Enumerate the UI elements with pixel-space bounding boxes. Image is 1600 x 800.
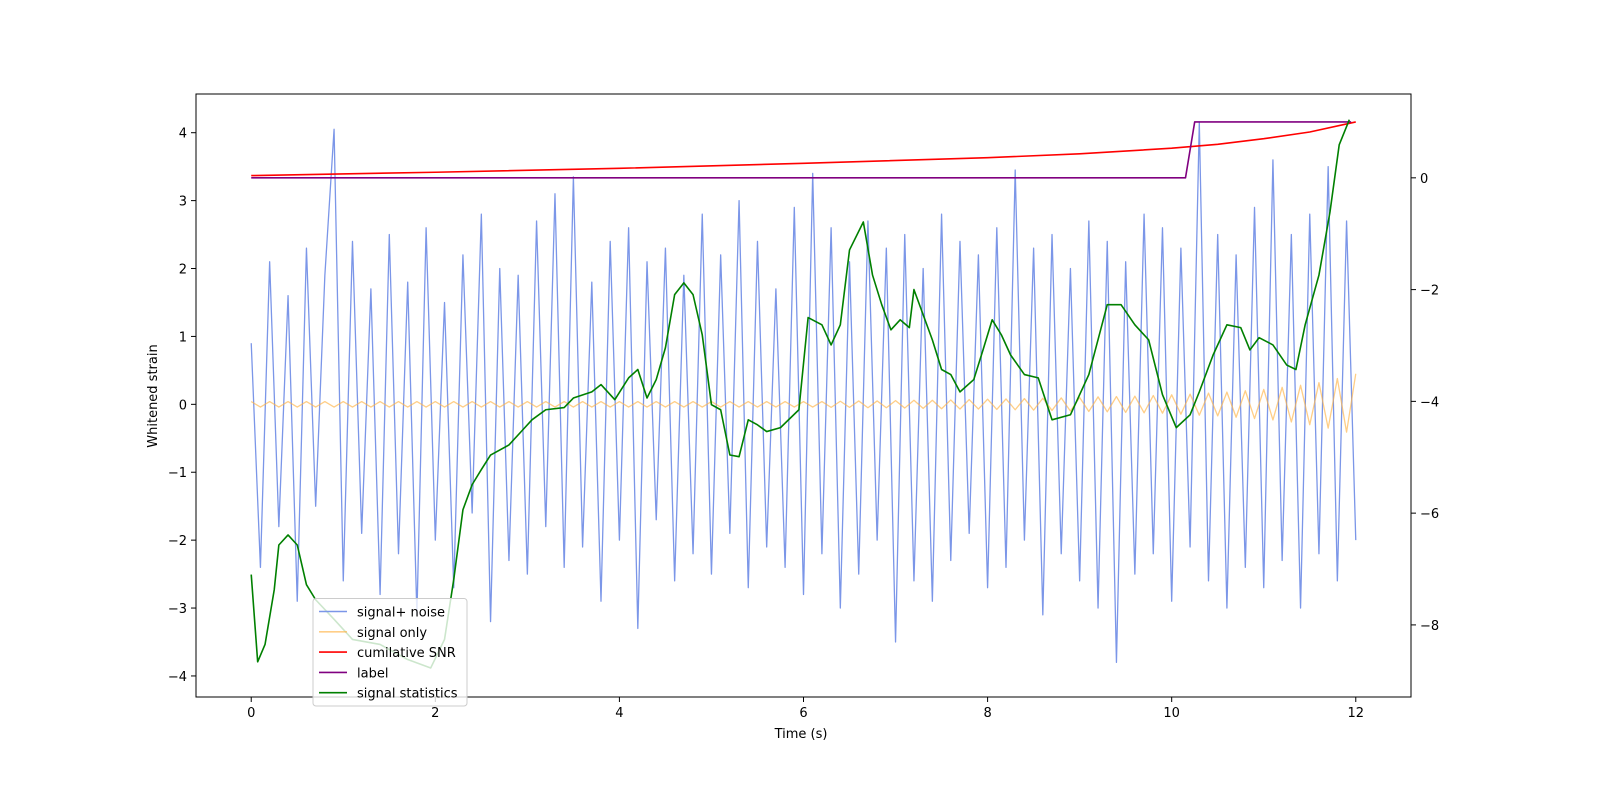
y-tick-label: −1 bbox=[168, 466, 187, 481]
legend-label: signal+ noise bbox=[357, 606, 445, 621]
y2-tick-label: 0 bbox=[1420, 172, 1428, 187]
y-tick-label: 1 bbox=[179, 330, 187, 345]
x-tick-label: 6 bbox=[799, 706, 807, 721]
legend-label: label bbox=[357, 666, 388, 681]
series-line bbox=[250, 373, 1357, 433]
y-tick-label: 0 bbox=[179, 398, 187, 413]
y-tick-label: 3 bbox=[179, 195, 187, 210]
legend-label: signal only bbox=[357, 626, 427, 641]
series-line bbox=[250, 121, 1357, 664]
series-line bbox=[250, 119, 1351, 669]
y2-tick-label: −6 bbox=[1420, 507, 1439, 522]
x-tick-label: 8 bbox=[983, 706, 991, 721]
x-tick-label: 12 bbox=[1347, 706, 1364, 721]
legend-box bbox=[312, 598, 468, 707]
y-tick-label: −4 bbox=[168, 670, 187, 685]
y-tick-label: 4 bbox=[179, 127, 187, 142]
x-tick-label: 4 bbox=[615, 706, 623, 721]
x-tick-label: 10 bbox=[1163, 706, 1180, 721]
x-tick-label: 2 bbox=[431, 706, 439, 721]
y2-tick-label: −2 bbox=[1420, 284, 1439, 299]
series-line bbox=[251, 121, 1352, 179]
series-line bbox=[251, 121, 1356, 177]
x-tick-label: 0 bbox=[247, 706, 255, 721]
y-tick-label: −3 bbox=[168, 602, 187, 617]
legend-label: cumilative SNR bbox=[357, 646, 456, 661]
legend-label: signal statistics bbox=[357, 687, 458, 702]
y-tick-label: 2 bbox=[179, 263, 187, 278]
plot-area bbox=[250, 119, 1357, 669]
y2-tick-label: −8 bbox=[1420, 619, 1439, 634]
y-axis-label: Whitened strain bbox=[146, 344, 161, 447]
y2-tick-label: −4 bbox=[1420, 395, 1439, 410]
y-tick-label: −2 bbox=[168, 534, 187, 549]
x-axis-label: Time (s) bbox=[774, 727, 828, 742]
